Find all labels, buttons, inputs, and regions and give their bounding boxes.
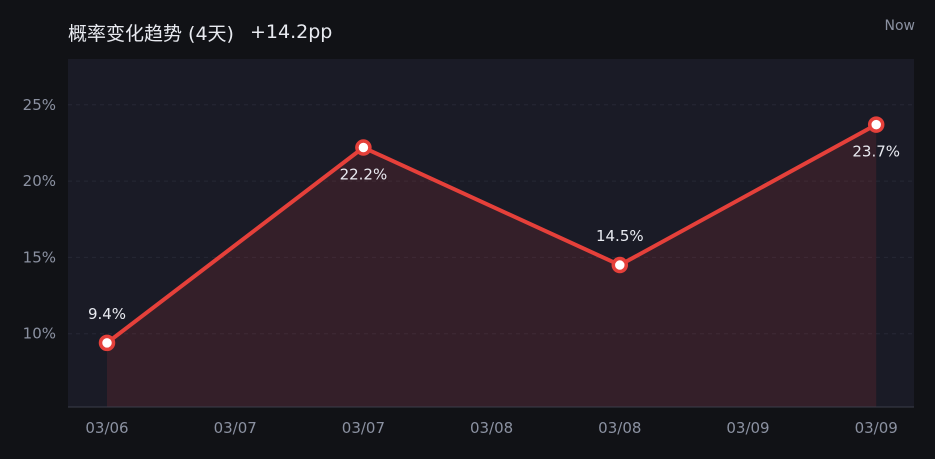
x-tick-label: 03/09 — [726, 419, 769, 437]
plot-area — [68, 59, 914, 407]
data-label: 14.5% — [596, 227, 644, 245]
now-label: Now — [884, 18, 916, 34]
data-label: 9.4% — [88, 305, 126, 323]
series-line — [105, 122, 879, 345]
data-point — [355, 139, 372, 156]
chart-title: 概率变化趋势 (4天) — [68, 22, 234, 45]
y-tick-label: 10% — [23, 325, 56, 343]
chart-header: 概率变化趋势 (4天) +14.2pp — [68, 18, 332, 46]
change-value: +14.2pp — [249, 21, 333, 43]
area-fill — [107, 124, 877, 407]
y-tick-label: 25% — [23, 96, 56, 114]
x-tick-label: 03/09 — [855, 419, 898, 437]
data-label: 23.7% — [852, 143, 900, 161]
x-tick-label: 03/07 — [342, 419, 385, 437]
x-tick-label: 03/06 — [85, 419, 128, 437]
data-point — [98, 334, 116, 352]
data-point — [867, 116, 885, 133]
x-tick-label: 03/08 — [470, 419, 513, 437]
y-tick-label: 20% — [23, 172, 56, 190]
x-tick-label: 03/07 — [214, 419, 257, 437]
data-point — [611, 256, 629, 274]
y-tick-label: 15% — [23, 248, 56, 266]
data-label: 22.2% — [340, 166, 388, 184]
x-tick-label: 03/08 — [598, 419, 641, 437]
